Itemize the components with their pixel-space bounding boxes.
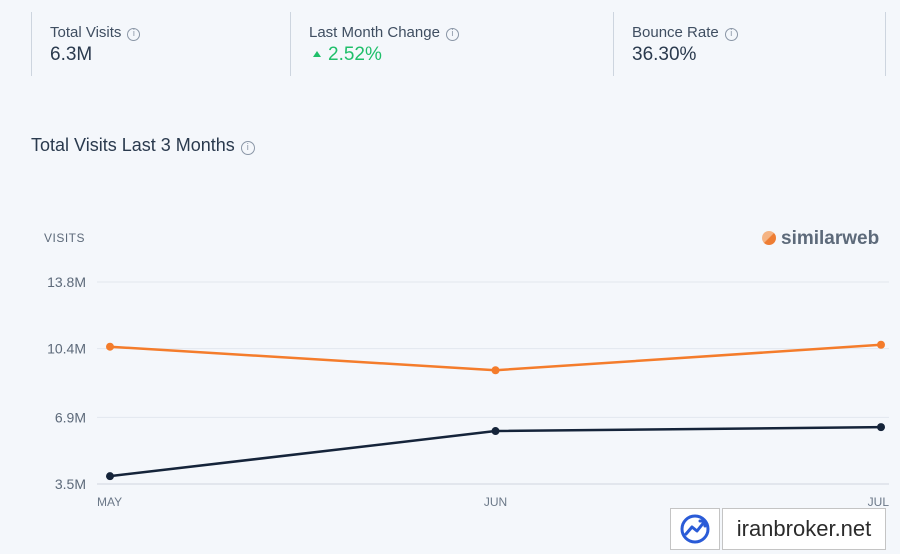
watermark-text: iranbroker.net <box>722 508 886 550</box>
y-tick-label: 10.4M <box>47 341 86 357</box>
y-tick-labels: 3.5M 6.9M 10.4M 13.8M <box>47 274 86 492</box>
x-tick-label: JUN <box>484 495 507 509</box>
metric-divider <box>613 12 614 76</box>
metric-label-text: Bounce Rate <box>632 24 719 41</box>
brand-text: similarweb <box>781 228 880 249</box>
metric-value: 2.52% <box>313 44 382 66</box>
metric-label: Last Month Change i <box>309 24 459 41</box>
data-point <box>106 472 114 481</box>
metric-label-text: Last Month Change <box>309 24 440 41</box>
similarweb-logo: similarweb <box>762 228 879 250</box>
info-icon[interactable]: i <box>724 28 738 41</box>
metrics-bar: Total Visits i 6.3M Last Month Change i 2.… <box>0 0 900 90</box>
data-point <box>877 423 885 432</box>
info-icon[interactable]: i <box>240 141 255 155</box>
y-tick-label: 6.9M <box>55 409 86 425</box>
data-point <box>491 366 500 375</box>
arrow-up-icon <box>313 51 321 57</box>
metric-divider <box>290 12 291 76</box>
data-point <box>491 427 500 436</box>
metric-label-text: Total Visits <box>50 24 122 41</box>
x-tick-label: JUL <box>868 495 890 509</box>
similarweb-logo-icon <box>762 231 776 245</box>
watermark-logo <box>670 508 720 550</box>
metric-label: Bounce Rate i <box>632 24 738 41</box>
metric-divider <box>31 12 32 76</box>
chart-title-text: Total Visits Last 3 Months <box>31 135 235 155</box>
info-icon[interactable]: i <box>127 28 141 41</box>
metric-value: 36.30% <box>632 44 697 65</box>
metric-value-text: 2.52% <box>328 44 382 65</box>
y-axis-label: VISITS <box>44 231 85 245</box>
data-point <box>877 340 885 349</box>
chart-title: Total Visits Last 3 Months i <box>31 135 255 156</box>
chart-trend-icon <box>680 514 710 544</box>
chart-series <box>106 340 885 481</box>
chart-grid <box>97 281 889 485</box>
y-tick-label: 13.8M <box>47 274 86 290</box>
metric-divider <box>885 12 886 76</box>
metric-label: Total Visits i <box>50 24 141 41</box>
info-icon[interactable]: i <box>445 28 459 41</box>
y-tick-label: 3.5M <box>55 476 86 492</box>
x-tick-label: MAY <box>97 495 122 509</box>
metric-value: 6.3M <box>50 44 93 65</box>
data-point <box>106 342 114 351</box>
x-tick-labels: MAY JUN JUL <box>97 495 889 509</box>
